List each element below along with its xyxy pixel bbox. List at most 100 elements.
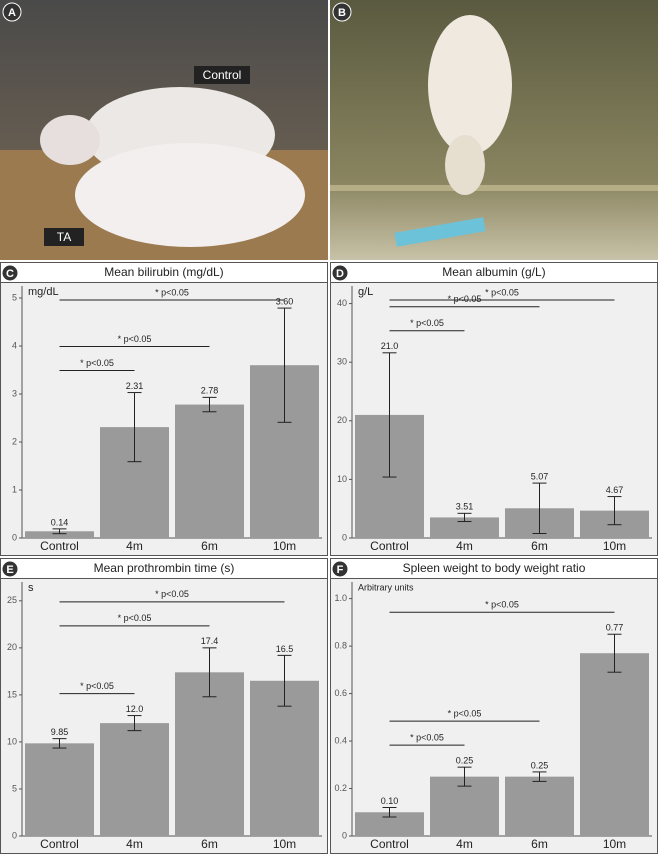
x-tick-label: 10m xyxy=(603,837,626,851)
value-label: 16.5 xyxy=(276,644,294,654)
bar xyxy=(505,776,574,836)
y-axis-label: s xyxy=(28,582,34,594)
x-tick-label: 6m xyxy=(201,837,218,851)
y-tick-label: 30 xyxy=(337,357,347,367)
panel-letter-bg xyxy=(332,2,352,22)
y-tick-label: 3 xyxy=(12,388,17,398)
x-tick-label: 4m xyxy=(456,837,473,851)
shelf xyxy=(330,185,658,191)
y-tick-label: 25 xyxy=(7,595,17,605)
pad xyxy=(394,217,486,247)
significance-label: * p<0.05 xyxy=(155,287,189,297)
x-tick-label: 4m xyxy=(456,539,473,553)
panel-letter-bg xyxy=(331,264,349,282)
y-tick-label: 0.2 xyxy=(334,783,347,793)
panel-letter-bg xyxy=(1,560,19,578)
significance-label: * p<0.05 xyxy=(448,709,482,719)
y-axis-label: Arbitrary units xyxy=(358,582,414,592)
photo-label: Control xyxy=(203,68,242,82)
panel-letter: E xyxy=(6,564,13,576)
y-tick-label: 5 xyxy=(12,783,17,793)
significance-label: * p<0.05 xyxy=(485,600,519,610)
x-tick-label: 4m xyxy=(126,539,143,553)
significance-label: * p<0.05 xyxy=(410,733,444,743)
photo-a: A Control TA xyxy=(0,0,328,260)
label-box xyxy=(44,228,84,246)
panel-letter: B xyxy=(338,7,346,19)
x-tick-label: 4m xyxy=(126,837,143,851)
value-label: 9.85 xyxy=(51,727,69,737)
panel-letter: F xyxy=(337,564,344,576)
panel-letter-bg xyxy=(1,264,19,282)
panel-letter: D xyxy=(336,268,344,280)
value-label: 3.60 xyxy=(276,296,294,306)
chart-title: Mean prothrombin time (s) xyxy=(94,561,235,575)
y-tick-label: 20 xyxy=(337,415,347,425)
significance-label: * p<0.05 xyxy=(80,358,114,368)
x-tick-label: Control xyxy=(40,837,79,851)
photo-label: TA xyxy=(57,230,71,244)
y-tick-label: 0.4 xyxy=(334,735,347,745)
x-tick-label: 10m xyxy=(273,837,296,851)
bar xyxy=(175,404,244,538)
y-tick-label: 40 xyxy=(337,298,347,308)
y-tick-label: 5 xyxy=(12,292,17,302)
value-label: 21.0 xyxy=(381,341,399,351)
x-tick-label: Control xyxy=(370,539,409,553)
value-label: 0.25 xyxy=(456,756,474,766)
panel-letter-bg xyxy=(331,560,349,578)
y-tick-label: 1 xyxy=(12,484,17,494)
photo-b: B xyxy=(330,0,658,260)
y-tick-label: 2 xyxy=(12,436,17,446)
bar xyxy=(25,743,94,836)
chart-title: Spleen weight to body weight ratio xyxy=(403,561,586,575)
mouse-head xyxy=(445,135,485,195)
value-label: 17.4 xyxy=(201,636,219,646)
x-tick-label: 10m xyxy=(603,539,626,553)
bar xyxy=(430,517,499,538)
chart-title: Mean albumin (g/L) xyxy=(442,265,545,279)
panel-letter-bg xyxy=(2,2,22,22)
value-label: 0.10 xyxy=(381,796,399,806)
y-tick-label: 0 xyxy=(12,532,17,542)
bar xyxy=(100,723,169,836)
y-tick-label: 0 xyxy=(12,830,17,840)
y-tick-label: 0.6 xyxy=(334,688,347,698)
mouse-head xyxy=(40,115,100,165)
mouse xyxy=(75,143,305,247)
significance-label: * p<0.05 xyxy=(80,681,114,691)
value-label: 12.0 xyxy=(126,704,144,714)
value-label: 0.25 xyxy=(531,760,549,770)
x-tick-label: Control xyxy=(370,837,409,851)
y-tick-label: 0 xyxy=(342,532,347,542)
title-bar xyxy=(0,262,328,283)
value-label: 4.67 xyxy=(606,485,624,495)
value-label: 0.14 xyxy=(51,517,69,527)
significance-label: * p<0.05 xyxy=(485,287,519,297)
panel-letter: C xyxy=(6,268,14,280)
y-tick-label: 0.8 xyxy=(334,640,347,650)
y-axis-label: g/L xyxy=(358,286,373,298)
mouse xyxy=(428,15,512,155)
value-label: 5.07 xyxy=(531,471,549,481)
y-tick-label: 1.0 xyxy=(334,593,347,603)
value-label: 0.77 xyxy=(606,623,624,633)
significance-label: * p<0.05 xyxy=(118,613,152,623)
label-box xyxy=(194,66,250,84)
significance-label: * p<0.05 xyxy=(410,318,444,328)
value-label: 3.51 xyxy=(456,502,474,512)
y-tick-label: 0 xyxy=(342,830,347,840)
x-tick-label: Control xyxy=(40,539,79,553)
y-tick-label: 4 xyxy=(12,340,17,350)
bar xyxy=(355,812,424,836)
title-bar xyxy=(0,558,328,579)
bar xyxy=(175,672,244,836)
significance-label: * p<0.05 xyxy=(448,294,482,304)
y-axis-label: mg/dL xyxy=(28,286,59,298)
x-tick-label: 6m xyxy=(531,539,548,553)
significance-label: * p<0.05 xyxy=(155,589,189,599)
chart-title: Mean bilirubin (mg/dL) xyxy=(104,265,223,279)
y-tick-label: 15 xyxy=(7,689,17,699)
y-tick-label: 10 xyxy=(7,736,17,746)
bar xyxy=(25,531,94,538)
